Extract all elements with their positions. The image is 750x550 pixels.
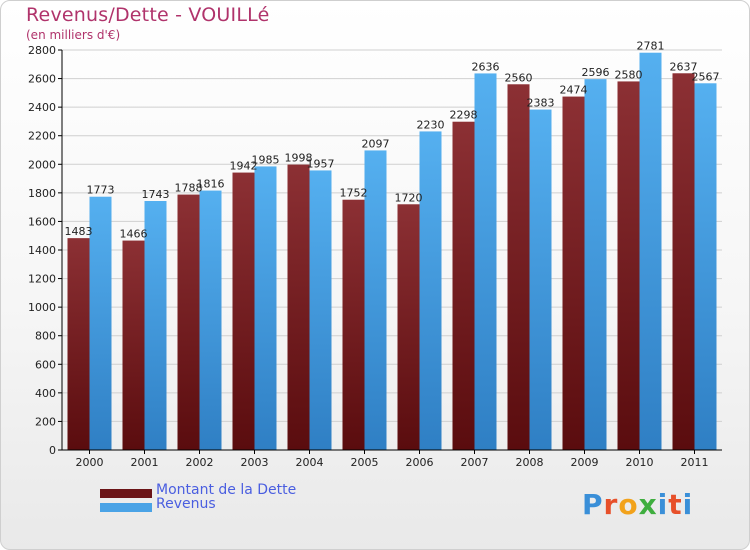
revenus-bar (694, 83, 717, 451)
x-tick-label: 2004 (296, 456, 324, 469)
dette-bar (287, 164, 310, 451)
x-tick-label: 2003 (241, 456, 269, 469)
revenus-bar (474, 73, 497, 450)
y-tick-label: 400 (35, 387, 56, 400)
value-label: 2298 (450, 109, 478, 122)
value-label: 2636 (472, 60, 500, 73)
value-label: 2781 (637, 40, 665, 53)
value-label: 1788 (175, 182, 203, 195)
revenus-bar (419, 131, 442, 450)
revenus-bar (89, 196, 112, 450)
y-tick-label: 1800 (28, 187, 56, 200)
x-tick-label: 2002 (186, 456, 214, 469)
value-label: 1957 (307, 157, 335, 170)
bars-layer (67, 52, 717, 451)
y-tick-label: 2600 (28, 73, 56, 86)
dette-bar (232, 172, 255, 451)
legend-label-revenus: Revenus (156, 496, 216, 512)
dette-bar (122, 240, 145, 450)
proxiti-logo: Proxiti (582, 488, 694, 521)
dette-bar (177, 194, 200, 450)
dette-bar (452, 121, 475, 450)
dette-bar (67, 238, 90, 450)
y-tick-label: 2200 (28, 130, 56, 143)
dette-bar (342, 199, 365, 450)
legend-swatch-revenus (100, 503, 152, 512)
x-tick-label: 2011 (681, 456, 709, 469)
y-tick-label: 1400 (28, 244, 56, 257)
x-tick-label: 2010 (626, 456, 654, 469)
axis-layer: 0 200 400 600 800 1000 1200 1400 1600 1800 2000 220… (28, 44, 722, 469)
x-tick-label: 2007 (461, 456, 489, 469)
x-tick-label: 2006 (406, 456, 434, 469)
dette-bar (562, 96, 585, 451)
x-tick-label: 2005 (351, 456, 379, 469)
value-label: 1743 (142, 188, 170, 201)
y-tick-label: 2000 (28, 158, 56, 171)
y-tick-label: 2400 (28, 101, 56, 114)
value-label: 2637 (670, 60, 698, 73)
revenus-bar (309, 170, 332, 450)
x-tick-label: 2009 (571, 456, 599, 469)
value-label: 1720 (395, 191, 423, 204)
dette-bar (672, 73, 695, 451)
grid-layer (62, 49, 722, 451)
x-tick-label: 2000 (76, 456, 104, 469)
revenus-bar (199, 190, 222, 451)
y-tick-label: 800 (35, 330, 56, 343)
value-label: 2383 (527, 97, 555, 110)
value-label: 1483 (65, 225, 93, 238)
value-label: 2474 (560, 84, 588, 97)
y-tick-label: 1000 (28, 301, 56, 314)
value-label: 2560 (505, 71, 533, 84)
y-tick-label: 1200 (28, 273, 56, 286)
revenus-bar (254, 166, 277, 450)
revenus-bar (584, 79, 607, 451)
value-label: 1942 (230, 160, 258, 173)
value-label: 1773 (87, 184, 115, 197)
revenus-bar (639, 52, 662, 450)
chart-subtitle: (en milliers d'€) (26, 28, 121, 42)
legend-swatch-dette (100, 489, 152, 498)
revenus-bar (144, 201, 167, 450)
dette-bar (507, 84, 530, 451)
value-label: 2580 (615, 68, 643, 81)
value-label: 1816 (197, 178, 225, 191)
value-label: 1998 (285, 152, 313, 165)
value-label: 1752 (340, 187, 368, 200)
x-tick-label: 2008 (516, 456, 544, 469)
value-label: 2596 (582, 66, 610, 79)
value-label: 2097 (362, 137, 390, 150)
revenus-bar (529, 109, 552, 451)
y-tick-label: 0 (49, 444, 56, 457)
y-tick-label: 2800 (28, 44, 56, 57)
dette-bar (397, 204, 420, 450)
value-label: 2567 (692, 70, 720, 83)
y-tick-label: 600 (35, 358, 56, 371)
value-label: 1985 (252, 153, 280, 166)
value-label: 2230 (417, 118, 445, 131)
dette-bar (617, 81, 640, 450)
y-tick-label: 200 (35, 415, 56, 428)
x-tick-label: 2001 (131, 456, 159, 469)
chart-title: Revenus/Dette - VOUILLé (26, 4, 270, 26)
revenus-bar (364, 150, 387, 450)
legend-label-dette: Montant de la Dette (156, 482, 297, 498)
value-label: 1466 (120, 228, 148, 241)
y-tick-label: 1600 (28, 215, 56, 228)
